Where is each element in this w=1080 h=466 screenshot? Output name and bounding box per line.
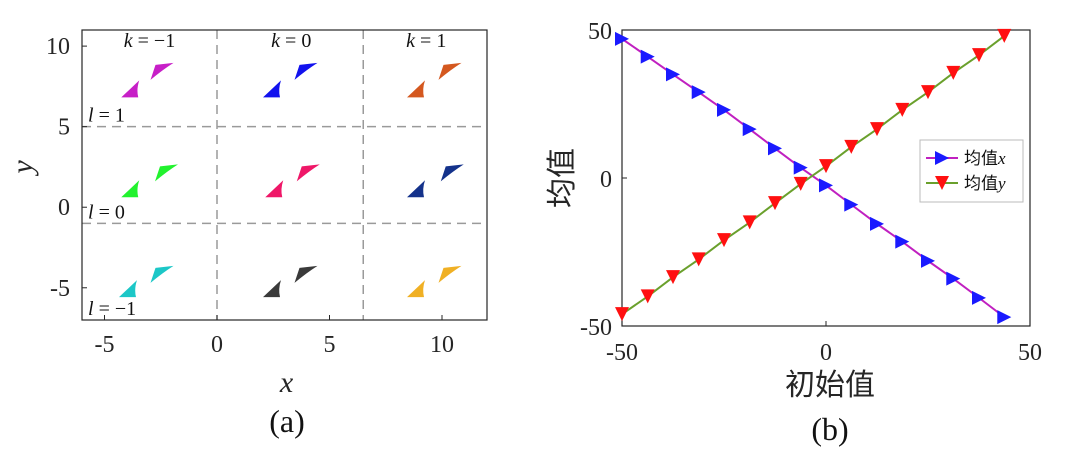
cell-1-shape-lower [121,80,140,98]
panel-a-xtick-label-4: 10 [430,332,454,358]
cell-9-shape-upper [438,265,462,283]
legend-box [919,139,1024,203]
series-1-point-4 [691,85,706,100]
panel-b-caption: (b) [811,411,848,447]
series-1-point-11 [870,216,884,231]
series-2 [615,28,1012,322]
panel-a-ytick-label-4: 10 [46,34,70,60]
series-2-point-2 [640,289,655,304]
series-1-point-10 [844,197,859,212]
series-2-point-8 [793,176,808,191]
column-label-2: k = 0 [271,30,311,52]
series-1-point-16 [997,310,1012,325]
series-2-point-13 [921,85,935,100]
series-1-point-15 [972,290,986,305]
panel-b-ytick-label-2: 0 [600,167,612,193]
series-2-point-6 [742,215,757,230]
series-2-point-3 [666,270,680,285]
cell-7-shapes [119,265,174,298]
panel-b: -50 0 50 -50 0 50 均值x 均值y 初始值 均值 (b) [546,19,1042,447]
series-1 [615,31,1012,325]
cell-4-shape-upper [155,164,178,182]
series-2-point-9 [819,159,833,174]
panel-a-ytick-label-1: -5 [50,276,70,302]
cell-2-shape-lower [263,80,281,98]
legend-marker-2 [935,176,949,190]
cell-6-shapes [407,164,464,198]
panel-a-xtick-label-1: -5 [95,332,115,358]
series-2-point-1 [615,307,629,322]
cell-6-shape-lower [407,180,425,198]
panel-a-ytick-label-3: 5 [58,115,70,141]
row-label-1: l = 1 [88,105,125,127]
cell-4-shape-lower [121,180,140,198]
series-1-point-9 [819,178,833,193]
series-2-point-4 [691,252,706,267]
panel-a: -5 0 5 10 -5 0 5 10 k = −1 k = 0 k = 1 l = 1 l = 0 l … [6,29,488,439]
cell-5-shape-lower [265,180,284,198]
legend-marker-1 [935,151,949,165]
series-1-point-6 [742,122,757,137]
series-2-point-12 [895,102,910,117]
cell-1-shape-upper [150,62,174,80]
cell-5-shape-upper [296,164,320,182]
panel-b-xtick-label-3: 50 [1018,340,1042,366]
series-1-point-3 [666,67,680,82]
panel-a-caption: (a) [269,403,305,439]
series-1-point-8 [793,160,808,175]
legend-label-1: 均值x [964,149,1006,168]
panel-a-xtick-label-2: 0 [211,332,223,358]
panel-a-y-axis-label: y [6,160,39,177]
series-2-point-11 [870,122,884,137]
cell-5-shapes [265,164,320,198]
cell-2-shape-upper [294,62,318,80]
series-1-point-13 [921,253,935,268]
row-label-2: l = 0 [88,201,125,223]
column-label-1: k = −1 [124,30,175,52]
series-2-point-7 [768,196,782,211]
legend-label-2: 均值y [964,174,1006,193]
cell-1-shapes [121,62,174,98]
cell-8-shape-lower [263,280,281,298]
legend: 均值x 均值y [919,139,1024,203]
cell-4-shapes [121,164,178,198]
series-1-point-14 [946,271,961,286]
panel-a-xtick-label-3: 5 [324,332,336,358]
series-1-point-7 [768,141,782,156]
series-2-point-14 [946,65,961,80]
cell-8-shapes [263,265,318,298]
panel-b-ytick-label-1: -50 [580,315,612,341]
series-2-line [621,35,1005,315]
series-2-point-5 [717,233,731,248]
cell-7-shape-lower [119,280,137,298]
cell-2-shapes [263,62,318,98]
column-label-3: k = 1 [406,30,446,52]
series-1-point-2 [640,49,655,64]
row-label-3: l = −1 [88,298,136,320]
cell-9-shapes [407,265,462,298]
panel-b-xtick-label-2: 0 [820,340,832,366]
panel-b-xtick-label-1: -50 [606,340,638,366]
series-1-point-1 [615,31,629,46]
panel-b-ytick-label-3: 50 [588,19,612,45]
panel-b-x-axis-label: 初始值 [785,369,875,402]
series-1-point-5 [717,102,731,117]
series-1-point-12 [895,234,910,249]
series-2-point-10 [844,139,859,154]
panel-a-axes-box [81,29,488,321]
cell-3-shape-lower [407,80,425,98]
cell-6-shape-upper [440,164,464,182]
series-1-line [621,38,1005,318]
cell-3-shapes [407,62,462,98]
panel-a-x-axis-label: x [279,366,294,399]
cell-8-shape-upper [294,265,318,283]
cell-7-shape-upper [150,265,174,283]
panel-a-ytick-label-2: 0 [58,195,70,221]
panel-b-y-axis-label: 均值 [546,148,579,208]
series-2-point-16 [997,28,1012,43]
series-2-point-15 [972,48,986,63]
cell-3-shape-upper [438,62,462,80]
cell-9-shape-lower [407,280,425,298]
